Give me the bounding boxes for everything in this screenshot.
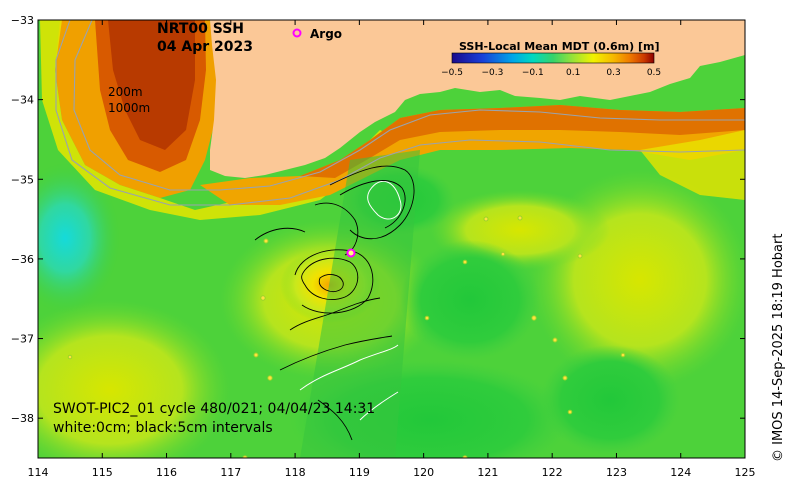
y-axis: −33 −34 −35 −36 −37 −38 <box>11 14 745 425</box>
y-tick-label: −37 <box>11 333 34 346</box>
map-plot-area <box>38 20 745 458</box>
argo-legend-icon <box>292 28 302 38</box>
coastal-high-core-south <box>300 105 745 178</box>
depth-label-1000m: 1000m <box>108 101 150 115</box>
cold-eddy <box>38 163 120 313</box>
ssh-green-patch-mid <box>400 240 540 360</box>
x-tick-label: 122 <box>542 466 563 479</box>
y-tick-label: −36 <box>11 253 34 266</box>
copyright-label: © IMOS 14-Sep-2025 18:19 Hobart <box>771 234 786 462</box>
swot-info-line1: SWOT-PIC2_01 cycle 480/021; 04/04/23 14:… <box>53 401 375 417</box>
white-contours <box>299 180 402 421</box>
x-tick-label: 116 <box>156 466 177 479</box>
map-title-line2: 04 Apr 2023 <box>157 39 253 55</box>
map-title-line1: NRT00 SSH <box>157 21 244 37</box>
colorbar-title: SSH-Local Mean MDT (0.6m) [m] <box>459 40 659 53</box>
x-tick-label: 119 <box>349 466 370 479</box>
colorbar-tick-label: −0.1 <box>522 68 544 78</box>
colorbar-tick-label: 0.5 <box>647 68 661 78</box>
colorbar-ramp <box>451 52 655 64</box>
x-tick-label: 123 <box>606 466 627 479</box>
isobath-200m <box>73 20 745 191</box>
black-contours <box>254 165 415 441</box>
colorbar-tick-label: −0.5 <box>441 68 463 78</box>
y-tick-label: −34 <box>11 94 34 107</box>
x-tick-label: 124 <box>670 466 691 479</box>
x-tick-label: 121 <box>477 466 498 479</box>
colorbar-tick-label: 0.1 <box>566 68 580 78</box>
x-tick-label: 125 <box>735 466 756 479</box>
x-tick-label: 115 <box>92 466 113 479</box>
coastal-yellow-south-east <box>640 130 745 200</box>
colorbar-ticks: −0.5 −0.3 −0.1 0.1 0.3 0.5 <box>441 68 661 78</box>
swot-info-line2: white:0cm; black:5cm intervals <box>53 420 273 436</box>
depth-label-200m: 200m <box>108 85 143 99</box>
isobath-1000m <box>55 20 745 206</box>
ssh-yellow-band-west <box>38 300 230 458</box>
ssh-green-patch-se <box>540 345 680 455</box>
y-tick-label: −35 <box>11 173 34 186</box>
y-tick-label: −33 <box>11 14 34 27</box>
x-tick-label: 120 <box>413 466 434 479</box>
x-tick-label: 117 <box>220 466 241 479</box>
argo-legend-label: Argo <box>310 27 342 41</box>
swot-dots <box>67 215 626 458</box>
y-tick-label: −38 <box>11 412 34 425</box>
coastal-peak-west <box>108 20 195 150</box>
x-tick-label: 114 <box>28 466 49 479</box>
colorbar-tick-label: 0.3 <box>606 68 620 78</box>
x-tick-label: 118 <box>285 466 306 479</box>
x-axis: 114 115 116 117 118 119 120 121 122 123 124 125 <box>28 20 756 479</box>
plot-frame <box>37 19 746 459</box>
colorbar-tick-label: −0.3 <box>481 68 503 78</box>
swot-swath <box>300 150 420 458</box>
argo-float-marker[interactable] <box>346 248 356 258</box>
